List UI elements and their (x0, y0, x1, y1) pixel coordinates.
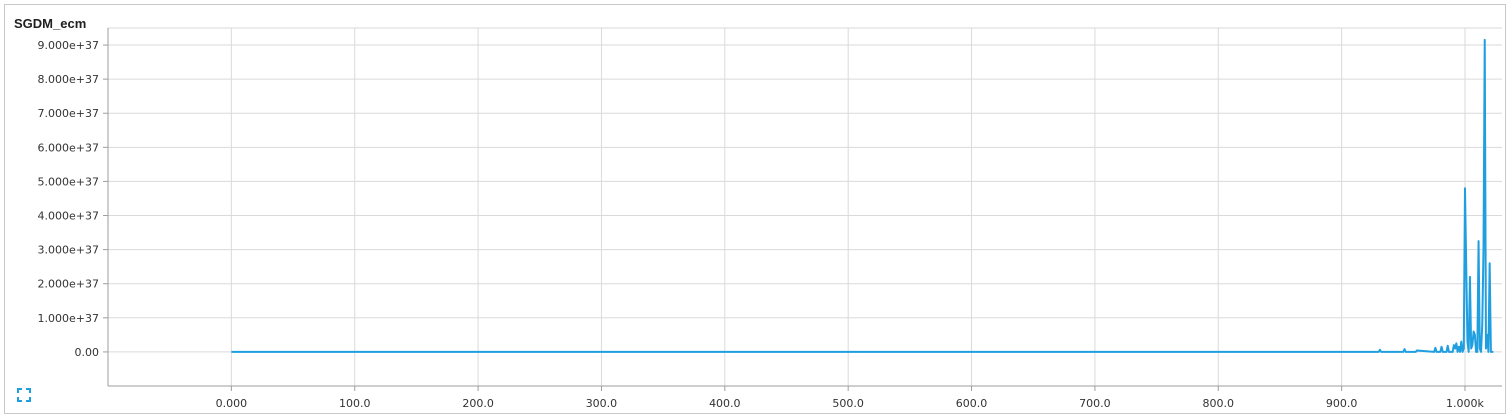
x-tick-label: 0.000 (216, 397, 248, 410)
y-tick-label: 9.000e+37 (38, 39, 99, 52)
x-tick-label: 200.0 (462, 397, 494, 410)
x-tick-label: 100.0 (339, 397, 371, 410)
y-tick-label: 7.000e+37 (38, 107, 99, 120)
x-tick-label: 900.0 (1326, 397, 1358, 410)
y-tick-label: 6.000e+37 (38, 141, 99, 154)
x-tick-label: 700.0 (1079, 397, 1111, 410)
x-tick-label: 400.0 (709, 397, 741, 410)
x-tick-label: 600.0 (956, 397, 988, 410)
chart-title: SGDM_ecm (14, 16, 87, 31)
fullscreen-icon[interactable] (16, 387, 32, 403)
x-tick-label: 500.0 (832, 397, 864, 410)
x-tick-label: 800.0 (1203, 397, 1235, 410)
chart-panel: SGDM_ecm (4, 4, 1506, 414)
series-line (231, 38, 1494, 353)
x-tick-label: 300.0 (586, 397, 618, 410)
y-tick-label: 5.000e+37 (38, 175, 99, 188)
y-tick-label: 3.000e+37 (38, 244, 99, 257)
y-tick-label: 2.000e+37 (38, 278, 99, 291)
y-tick-label: 4.000e+37 (38, 210, 99, 223)
y-tick-label: 8.000e+37 (38, 73, 99, 86)
y-tick-label: 1.000e+37 (38, 312, 99, 325)
x-tick-label: 1.000k (1446, 397, 1484, 410)
y-tick-label: 0.00 (75, 346, 100, 359)
